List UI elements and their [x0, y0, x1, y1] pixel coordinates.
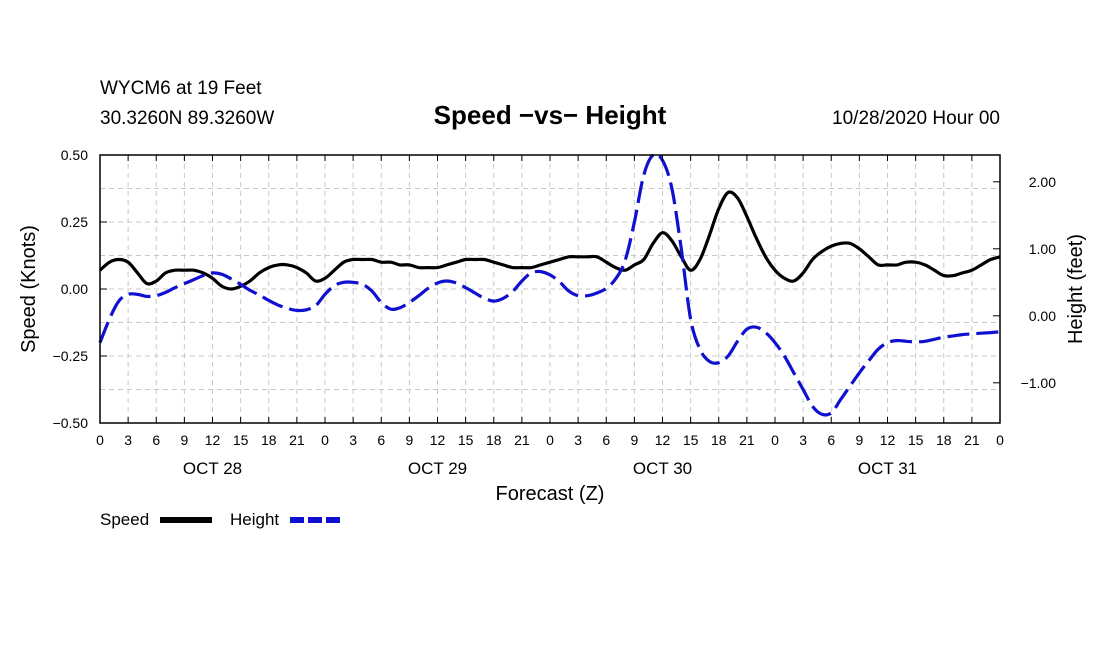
axis-ticks: 0 3 6 9 12 15 18 21 0 3 6 9 12 15 18 21 0 3 6 9 12 15 18 21 0 3 6 9…: [53, 147, 1057, 478]
day-label: OCT 29: [408, 459, 467, 478]
x-tick-label: 15: [683, 432, 699, 448]
x-tick-label: 6: [602, 432, 610, 448]
x-tick-label: 18: [261, 432, 277, 448]
x-tick-label: 6: [827, 432, 835, 448]
y-tick-label: 0.00: [61, 281, 88, 297]
x-tick-label: 15: [458, 432, 474, 448]
day-label: OCT 31: [858, 459, 917, 478]
legend-speed-label: Speed: [100, 510, 149, 529]
x-tick-label: 3: [124, 432, 132, 448]
station-label: WYCM6 at 19 Feet: [100, 78, 262, 99]
x-tick-label: 18: [486, 432, 502, 448]
day-label: OCT 28: [183, 459, 242, 478]
x-tick-label: 6: [377, 432, 385, 448]
x-tick-label: 0: [96, 432, 104, 448]
x-tick-label: 18: [711, 432, 727, 448]
legend-height-label: Height: [230, 510, 279, 529]
x-tick-label: 3: [349, 432, 357, 448]
grid-lines: [100, 155, 1000, 423]
x-tick-label: 9: [405, 432, 413, 448]
x-tick-label: 18: [936, 432, 952, 448]
y-tick-label: −0.25: [53, 348, 89, 364]
x-tick-label: 15: [233, 432, 249, 448]
x-axis-title: Forecast (Z): [496, 483, 605, 505]
y-tick-label: −0.50: [53, 415, 89, 431]
y-axis-title: Speed (Knots): [18, 225, 40, 353]
x-tick-label: 21: [514, 432, 530, 448]
x-tick-label: 9: [630, 432, 638, 448]
y2-tick-label: 2.00: [1029, 174, 1056, 190]
x-tick-label: 21: [289, 432, 305, 448]
legend: Speed Height: [100, 510, 342, 529]
x-tick-label: 12: [880, 432, 896, 448]
x-tick-label: 12: [205, 432, 221, 448]
x-tick-label: 9: [855, 432, 863, 448]
y2-tick-label: 1.00: [1029, 241, 1056, 257]
y-tick-label: 0.50: [61, 147, 88, 163]
datetime-label: 10/28/2020 Hour 00: [832, 108, 1000, 129]
x-tick-label: 21: [739, 432, 755, 448]
x-tick-label: 21: [964, 432, 980, 448]
x-tick-label: 0: [321, 432, 329, 448]
y2-tick-label: −1.00: [1021, 375, 1057, 391]
x-tick-label: 0: [771, 432, 779, 448]
x-tick-label: 6: [152, 432, 160, 448]
x-tick-label: 12: [655, 432, 671, 448]
chart-title: Speed −vs− Height: [434, 100, 667, 130]
location-label: 30.3260N 89.3260W: [100, 108, 274, 129]
y2-tick-label: 0.00: [1029, 308, 1056, 324]
height-series-line: [98, 152, 1001, 417]
y2-axis-title: Height (feet): [1065, 234, 1087, 344]
speed-series-line: [98, 190, 1001, 291]
x-tick-label: 9: [180, 432, 188, 448]
x-tick-label: 3: [799, 432, 807, 448]
x-tick-label: 15: [908, 432, 924, 448]
series-layer: [98, 152, 1001, 417]
x-tick-label: 0: [546, 432, 554, 448]
x-tick-label: 12: [430, 432, 446, 448]
x-tick-label: 3: [574, 432, 582, 448]
day-label: OCT 30: [633, 459, 692, 478]
x-tick-label: 0: [996, 432, 1004, 448]
y-tick-label: 0.25: [61, 214, 88, 230]
